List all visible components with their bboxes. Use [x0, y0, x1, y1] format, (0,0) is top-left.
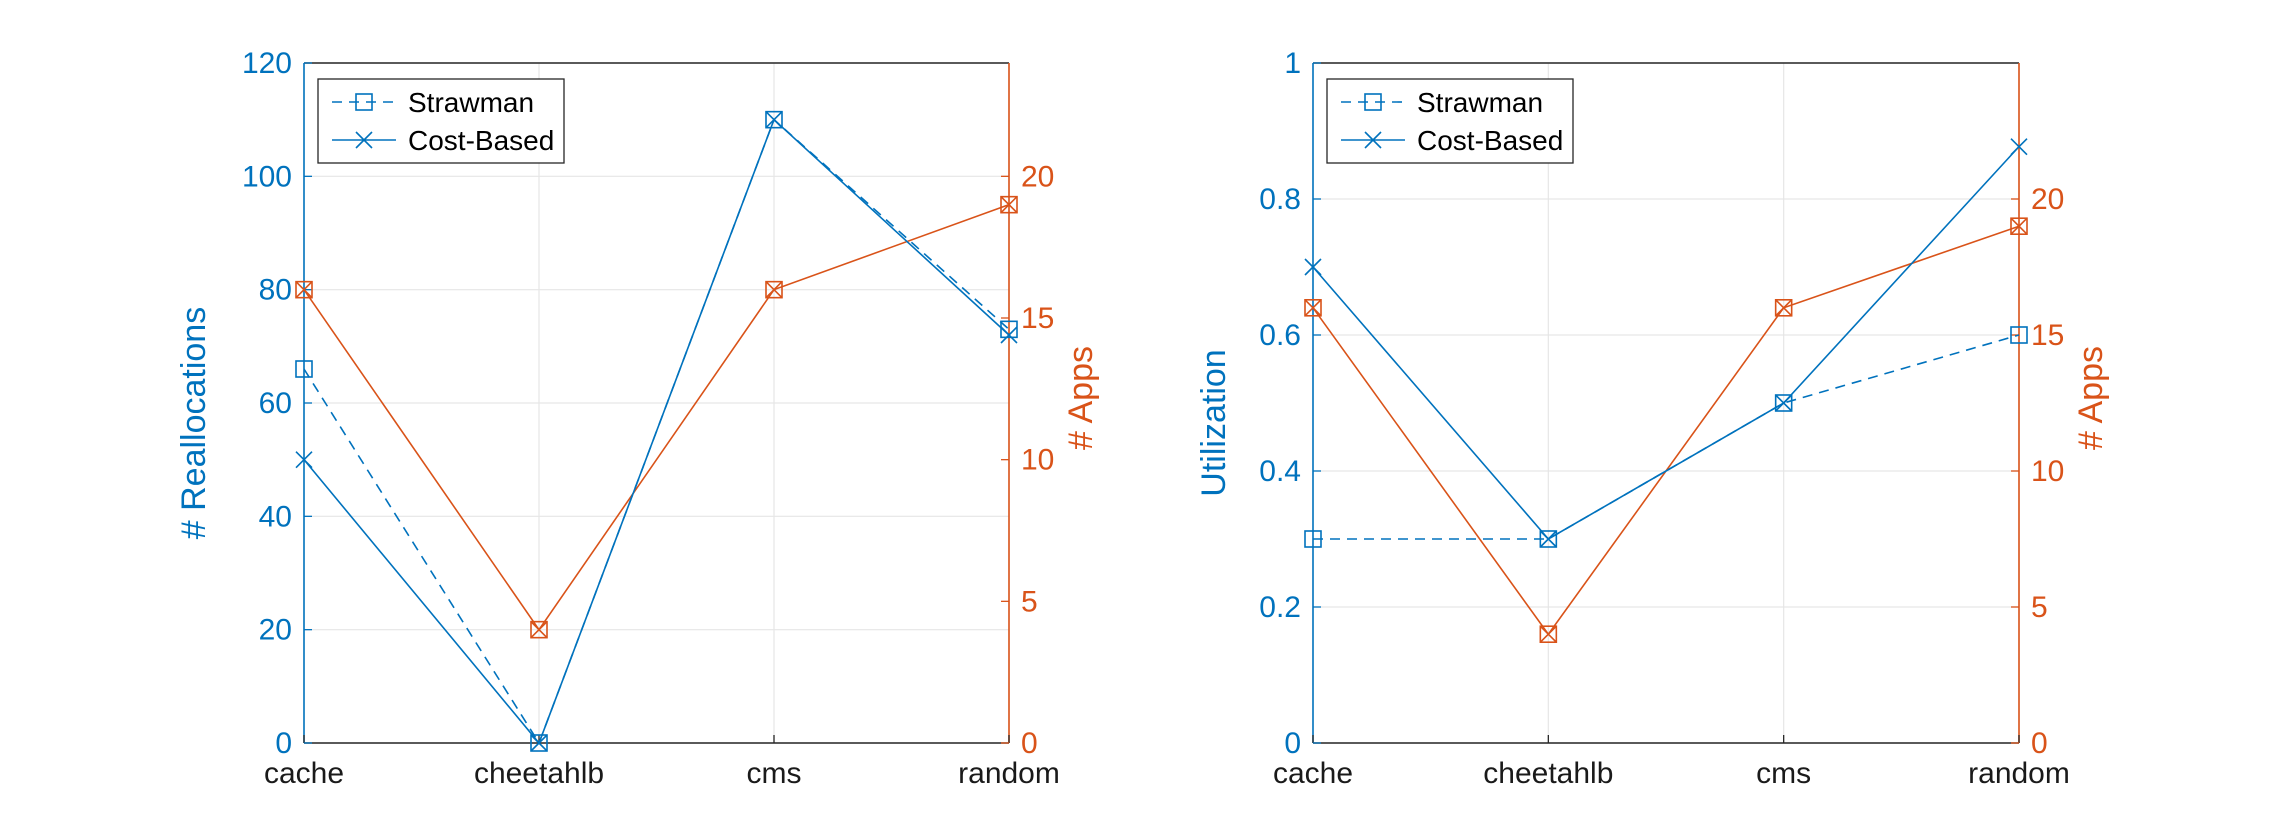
- legend-box: [1326, 78, 1574, 164]
- series-strawman-marker-square: [1000, 320, 1018, 339]
- y-tick-label: 20: [259, 614, 292, 647]
- y2-tick-label: 0: [2031, 727, 2048, 760]
- series-apps-marker-x-b: [2010, 217, 2028, 235]
- series-cost-based-marker-x-b: [1000, 326, 1018, 344]
- y2-tick-label: 5: [2031, 591, 2048, 624]
- y2-tick-label: 0: [1021, 727, 1038, 760]
- series-strawman-marker-square: [765, 110, 783, 129]
- series-apps-marker-square: [295, 280, 313, 299]
- legend-label: Strawman: [1417, 87, 1543, 118]
- series-strawman-marker-square: [2010, 326, 2028, 344]
- legend-label: Cost-Based: [408, 125, 554, 156]
- legend-marker-x-b: [1364, 131, 1382, 149]
- series-strawman-marker-square: [1304, 530, 1322, 548]
- y-tick-label: 0: [1284, 727, 1301, 760]
- x-tick-label: cache: [1273, 757, 1353, 790]
- series-apps-marker-x-b: [530, 621, 548, 639]
- y-axis-label: Utilization: [1195, 349, 1233, 496]
- series-apps-line: [1312, 225, 2020, 636]
- legend: Strawman Cost-Based: [1326, 78, 1574, 164]
- legend-label: Cost-Based: [1417, 125, 1563, 156]
- y2-tick-label: 10: [1021, 444, 1054, 477]
- legend-box: [317, 78, 565, 164]
- y-tick-label: 80: [259, 274, 292, 307]
- y-axis-label: # Reallocations: [175, 307, 213, 539]
- series-strawman-line: [1313, 334, 2020, 540]
- series-cost-based-marker-x-b: [530, 734, 548, 752]
- y2-axis-label: # Apps: [1062, 346, 1100, 450]
- y-tick-label: 60: [259, 387, 292, 420]
- y2-tick-label: 10: [2031, 455, 2064, 488]
- series-apps-marker-square: [1774, 298, 1793, 317]
- y2-tick-label: 5: [1021, 585, 1038, 618]
- x-tick-label: cache: [264, 757, 344, 790]
- series-strawman-marker-square: [530, 734, 548, 752]
- y2-tick-label: 20: [1021, 160, 1054, 193]
- chart-panel-2: cache cheetahlb cms random00.20.40.60.81051…: [1195, 47, 2110, 790]
- y-tick-label: 0: [275, 727, 292, 760]
- y-tick-label: 100: [242, 160, 292, 193]
- y2-tick-label: 15: [1021, 302, 1054, 335]
- series-cost-based-marker-x-b: [1304, 258, 1322, 276]
- series-cost-based-marker-x-b: [1539, 530, 1557, 548]
- legend-marker-square: [355, 93, 373, 111]
- legend-marker-x-b: [355, 131, 373, 149]
- x-tick-label: cms: [1756, 757, 1811, 790]
- series-apps-marker-square: [1539, 625, 1558, 644]
- y-tick-label: 0.2: [1259, 591, 1301, 624]
- series-cost-based-line: [303, 118, 1010, 745]
- series-apps-marker-x-b: [1304, 299, 1322, 317]
- x-tick-label: random: [1968, 757, 2070, 790]
- series-cost-based-marker-x-b: [1775, 394, 1793, 412]
- series-apps-marker-square: [765, 280, 783, 299]
- series-apps-marker-square: [530, 620, 548, 639]
- y2-tick-label: 20: [2031, 183, 2064, 216]
- series-apps-marker-square: [1304, 298, 1322, 317]
- legend: Strawman Cost-Based: [317, 78, 565, 164]
- legend-label: Strawman: [408, 87, 534, 118]
- legend-marker-square: [1364, 93, 1382, 111]
- y-tick-label: 0.6: [1259, 319, 1301, 352]
- series-cost-based-line: [1312, 146, 2020, 541]
- y-tick-label: 120: [242, 47, 292, 80]
- series-cost-based-marker-x-b: [295, 451, 313, 469]
- series-apps-line: [303, 203, 1010, 632]
- x-tick-label: cms: [747, 757, 802, 790]
- series-apps-marker-x-b: [1539, 625, 1557, 643]
- y2-tick-label: 15: [2031, 319, 2064, 352]
- series-apps-marker-x-b: [1775, 299, 1793, 317]
- chart-panel-1: cache cheetahlb cms random02040608010012005…: [175, 47, 1100, 790]
- series-cost-based-marker-x-b: [2010, 138, 2028, 156]
- series-cost-based-marker-x-b: [765, 111, 783, 129]
- x-tick-label: random: [958, 757, 1060, 790]
- x-tick-label: cheetahlb: [1483, 757, 1613, 790]
- series-strawman-marker-square: [295, 360, 313, 378]
- series-apps-marker-x-b: [765, 281, 783, 299]
- y-tick-label: 40: [259, 500, 292, 533]
- series-apps-marker-square: [1000, 195, 1018, 214]
- y-tick-label: 1: [1284, 47, 1301, 80]
- y-tick-label: 0.4: [1259, 455, 1301, 488]
- series-strawman-marker-square: [1539, 530, 1558, 548]
- series-apps-marker-x-b: [1000, 196, 1018, 214]
- series-apps-marker-x-b: [295, 281, 313, 299]
- y2-axis-label: # Apps: [2072, 346, 2110, 450]
- x-tick-label: cheetahlb: [474, 757, 604, 790]
- y-tick-label: 0.8: [1259, 183, 1301, 216]
- series-strawman-marker-square: [1774, 394, 1793, 412]
- series-apps-marker-square: [2010, 217, 2028, 235]
